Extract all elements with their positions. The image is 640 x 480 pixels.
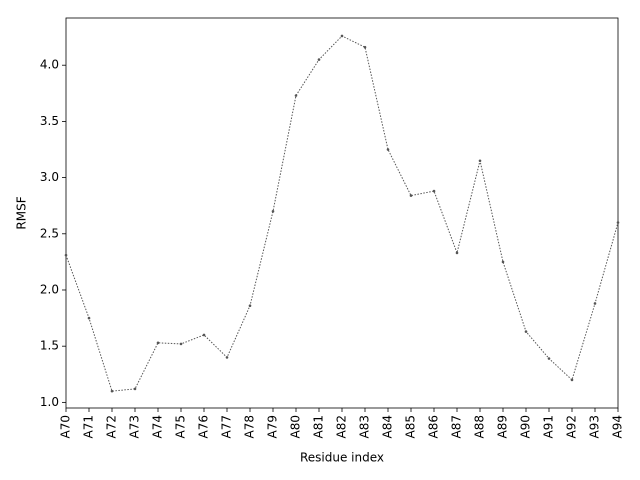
data-point	[386, 148, 390, 151]
data-point	[524, 330, 528, 333]
data-point	[202, 333, 206, 337]
x-tick-label: A88	[473, 415, 487, 438]
y-tick-label: 3.5	[40, 114, 59, 128]
data-point	[432, 189, 436, 193]
y-tick-label: 1.0	[40, 395, 59, 409]
y-axis-label: RMSF	[15, 196, 29, 229]
data-point	[64, 253, 68, 257]
x-tick-label: A85	[404, 415, 418, 438]
data-point	[110, 389, 114, 393]
x-tick-label: A93	[588, 415, 602, 438]
x-tick-label: A82	[335, 415, 349, 438]
x-tick-label: A89	[496, 415, 510, 438]
data-point	[570, 378, 574, 382]
x-tick-label: A73	[128, 415, 142, 438]
x-axis-label: Residue index	[300, 451, 384, 465]
data-point	[87, 316, 91, 320]
data-point	[179, 342, 183, 346]
data-point	[501, 260, 505, 264]
data-point	[133, 387, 137, 391]
data-point	[409, 194, 413, 197]
data-point	[225, 356, 229, 359]
x-tick-label: A92	[565, 415, 579, 438]
data-point	[593, 302, 597, 305]
data-point	[616, 221, 620, 224]
data-line	[65, 35, 619, 392]
data-point	[340, 34, 344, 38]
x-tick-label: A78	[243, 415, 257, 438]
data-point	[156, 341, 160, 345]
x-tick-label: A70	[59, 415, 73, 438]
plot-frame	[65, 17, 619, 409]
x-tick-label: A83	[358, 415, 372, 438]
x-tick-label: A72	[105, 415, 119, 438]
x-tick-label: A80	[289, 415, 303, 438]
x-tick-label: A79	[266, 415, 280, 438]
x-tick-label: A71	[82, 415, 96, 438]
data-point	[455, 251, 459, 255]
data-point	[294, 94, 298, 97]
y-tick-label: 4.0	[40, 58, 59, 72]
data-point	[271, 210, 275, 213]
y-tick-label: 2.0	[40, 282, 59, 296]
y-tick-label: 3.0	[40, 170, 59, 184]
x-tick-label: A74	[151, 415, 165, 438]
x-tick-label: A84	[381, 415, 395, 438]
data-point	[478, 159, 482, 163]
data-point	[363, 45, 367, 49]
y-tick-label: 2.5	[40, 226, 59, 240]
x-tick-label: A94	[611, 415, 625, 438]
x-tick-label: A77	[220, 415, 234, 438]
data-point	[248, 304, 252, 308]
x-tick-label: A76	[197, 415, 211, 438]
data-point	[317, 58, 321, 61]
x-tick-label: A86	[427, 415, 441, 438]
data-point	[547, 357, 551, 360]
y-tick-label: 1.5	[40, 339, 59, 353]
x-tick-label: A75	[174, 415, 188, 438]
x-tick-label: A87	[450, 415, 464, 438]
x-tick-label: A90	[519, 415, 533, 438]
x-tick-label: A81	[312, 415, 326, 438]
x-tick-label: A91	[542, 415, 556, 438]
